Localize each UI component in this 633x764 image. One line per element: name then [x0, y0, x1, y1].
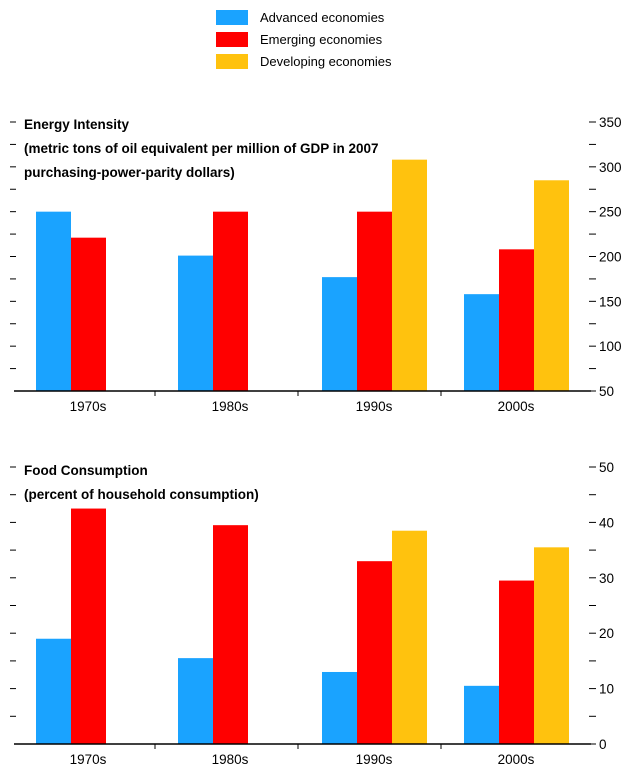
bar-emerging-1990s	[357, 211, 392, 391]
bar-advanced-1990s	[322, 671, 357, 744]
chart-panel-1: 1970s 1980s 1990s 2000s 50 100 150 200 250 300 350…	[10, 115, 622, 414]
legend-item-advanced: Advanced economies	[216, 6, 392, 28]
y-tick-label: 100	[599, 339, 622, 354]
chart-title-line: Energy Intensity	[24, 117, 130, 132]
y-tick-label: 200	[599, 250, 622, 265]
bar-emerging-2000s	[499, 580, 534, 744]
x-tick-label: 1970s	[70, 399, 107, 414]
bar-advanced-1970s	[36, 638, 71, 744]
bar-advanced-1980s	[178, 658, 213, 744]
x-tick-label: 2000s	[498, 752, 535, 764]
legend-label-developing: Developing economies	[260, 53, 392, 69]
legend-swatch-emerging	[216, 31, 248, 47]
bar-advanced-1980s	[178, 255, 213, 391]
bar-emerging-1980s	[213, 525, 248, 744]
bar-developing-2000s	[534, 547, 569, 744]
legend-swatch-advanced	[216, 9, 248, 25]
bar-developing-1990s	[392, 159, 427, 391]
chart-title-line: (percent of household consumption)	[24, 487, 259, 502]
legend-item-developing: Developing economies	[216, 50, 392, 72]
legend-label-emerging: Emerging economies	[260, 31, 383, 47]
x-tick-label: 1980s	[212, 399, 249, 414]
chart-legend: Advanced economies Emerging economies De…	[216, 6, 392, 72]
legend-label-advanced: Advanced economies	[260, 9, 385, 25]
x-tick-label: 1990s	[356, 752, 393, 764]
bar-emerging-1970s	[71, 237, 106, 391]
x-tick-label: 2000s	[498, 399, 535, 414]
bar-advanced-1990s	[322, 277, 357, 391]
bar-emerging-2000s	[499, 249, 534, 391]
y-tick-label: 50	[599, 384, 614, 399]
y-tick-label: 20	[599, 626, 614, 641]
legend-swatch-developing	[216, 53, 248, 69]
y-tick-label: 150	[599, 294, 622, 309]
chart-title-line: purchasing-power-parity dollars)	[24, 165, 235, 180]
y-tick-label: 40	[599, 515, 614, 530]
y-tick-label: 300	[599, 160, 622, 175]
y-tick-label: 0	[599, 737, 607, 752]
x-tick-label: 1970s	[70, 752, 107, 764]
chart-title-line: (metric tons of oil equivalent per milli…	[24, 141, 379, 156]
bar-advanced-2000s	[464, 294, 499, 391]
bar-advanced-1970s	[36, 211, 71, 391]
bar-advanced-2000s	[464, 685, 499, 744]
chart-title-line: Food Consumption	[24, 463, 148, 478]
legend-item-emerging: Emerging economies	[216, 28, 392, 50]
bar-developing-2000s	[534, 180, 569, 391]
y-tick-label: 350	[599, 115, 622, 130]
y-tick-label: 10	[599, 682, 614, 697]
x-tick-label: 1990s	[356, 399, 393, 414]
chart-panel-2: 1970s 1980s 1990s 2000s 0 10 20 30 40 50 Food Cons…	[10, 460, 614, 764]
bar-emerging-1970s	[71, 508, 106, 744]
y-tick-label: 50	[599, 460, 614, 475]
x-tick-label: 1980s	[212, 752, 249, 764]
y-tick-label: 30	[599, 571, 614, 586]
y-tick-label: 250	[599, 205, 622, 220]
bar-emerging-1990s	[357, 561, 392, 744]
bar-developing-1990s	[392, 530, 427, 744]
bar-emerging-1980s	[213, 211, 248, 391]
